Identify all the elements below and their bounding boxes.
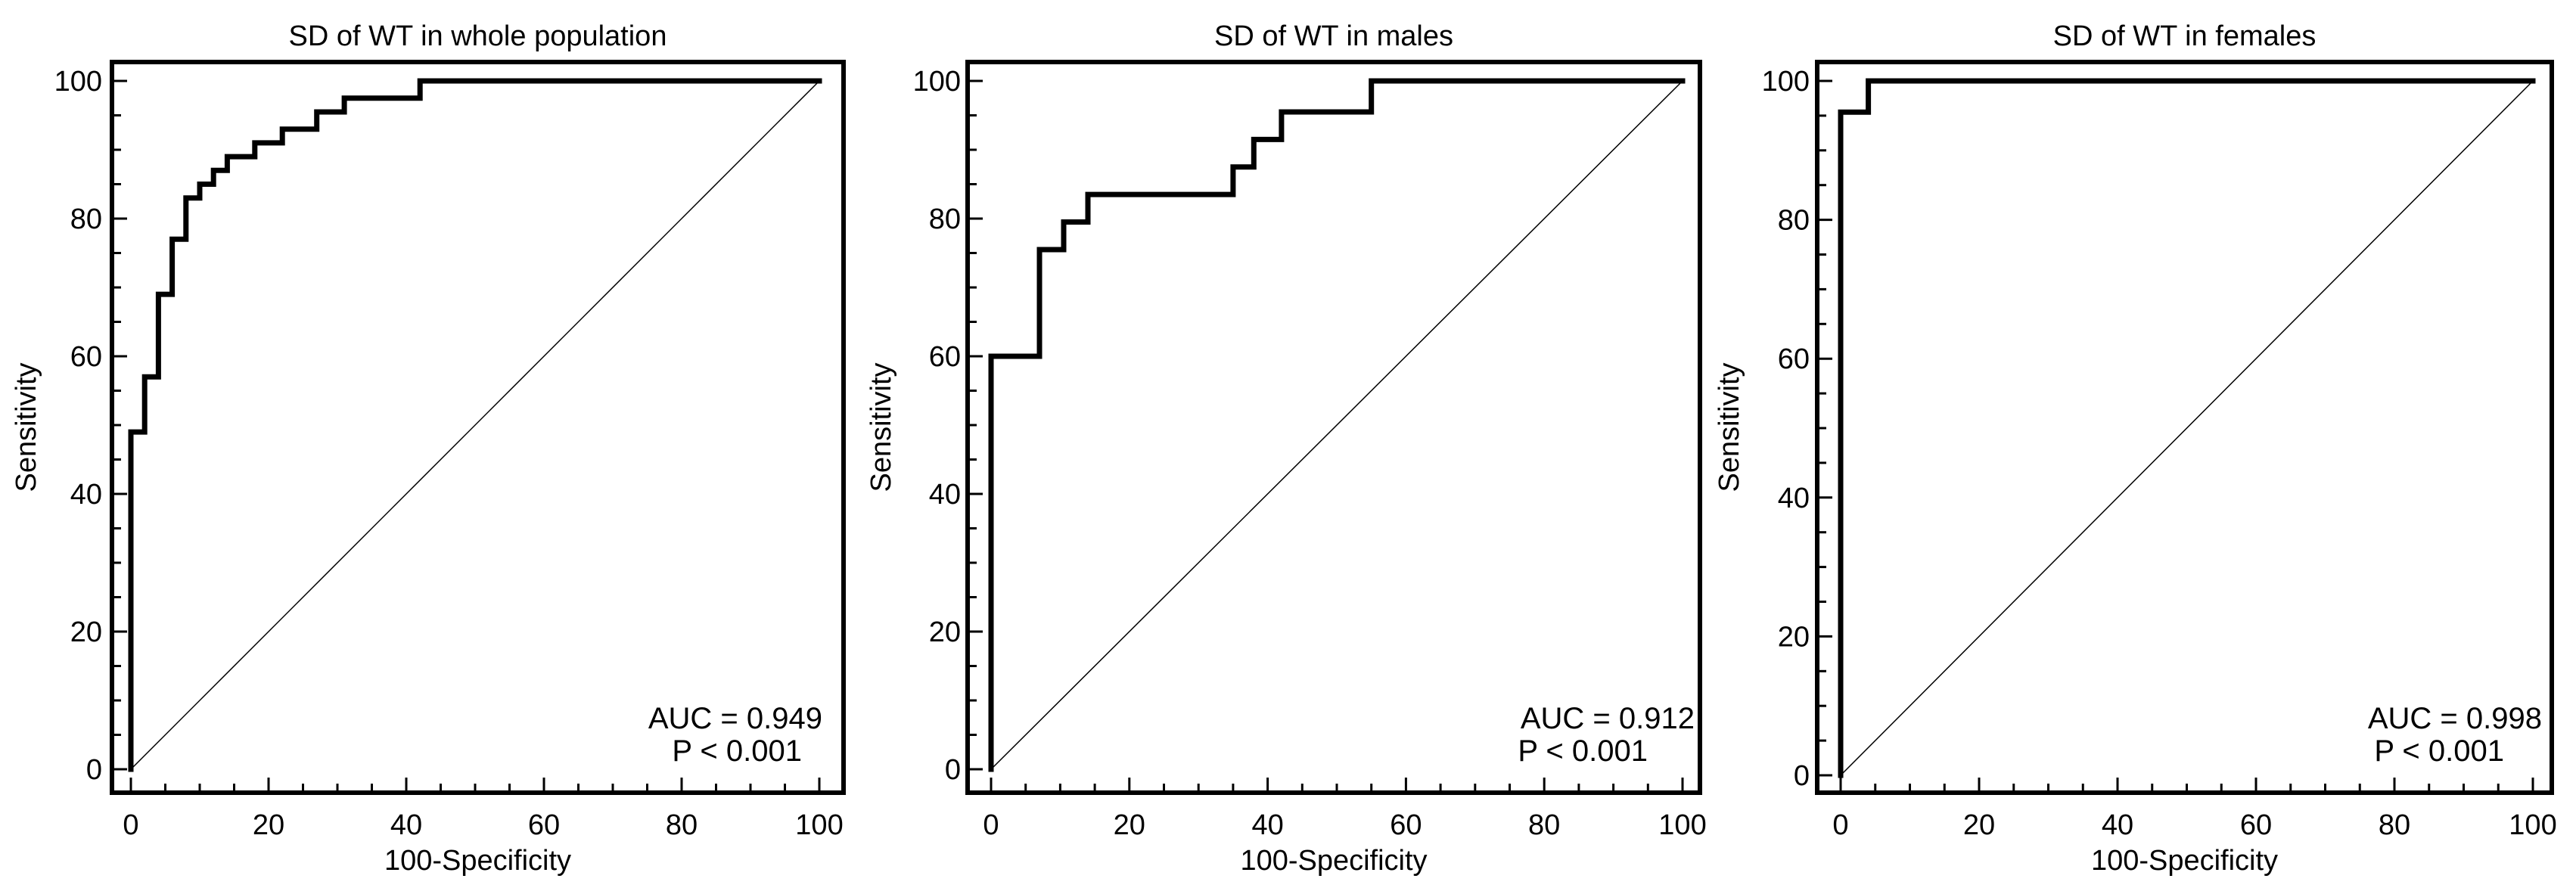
p-value-annotation: P < 0.001 xyxy=(2374,734,2504,768)
x-tick-label: 20 xyxy=(253,809,284,841)
y-tick-label: 20 xyxy=(1778,621,1810,653)
y-tick-label: 0 xyxy=(86,754,102,786)
y-tick-label: 20 xyxy=(70,616,102,648)
chart-title: SD of WT in females xyxy=(2053,20,2317,52)
y-tick-label: 40 xyxy=(929,479,961,511)
x-tick-label: 20 xyxy=(1963,809,1995,841)
x-tick-label: 100 xyxy=(2509,809,2556,841)
roc-curve-line xyxy=(1838,78,2536,778)
y-tick-label: 40 xyxy=(1778,483,1810,514)
x-axis-label: 100-Specificity xyxy=(1240,845,1427,877)
x-tick-label: 0 xyxy=(983,809,999,841)
panel-females: SD of WT in females Sensitivity 100-Specif… xyxy=(1714,20,2557,877)
y-tick-label: 20 xyxy=(929,616,961,648)
x-tick-label: 60 xyxy=(528,809,560,841)
auc-annotation: AUC = 0.998 xyxy=(2368,702,2542,735)
y-axis-label: Sensitivity xyxy=(1714,362,1745,492)
x-tick-label: 40 xyxy=(2102,809,2133,841)
y-tick-label: 60 xyxy=(70,341,102,373)
y-tick-label: 60 xyxy=(929,341,961,373)
plot-frame xyxy=(110,60,846,795)
roc-curve-line xyxy=(128,78,822,772)
x-tick-label: 80 xyxy=(666,809,698,841)
x-tick-label: 60 xyxy=(2240,809,2272,841)
p-value-annotation: P < 0.001 xyxy=(672,734,802,768)
y-tick-label: 80 xyxy=(929,203,961,235)
x-axis-label: 100-Specificity xyxy=(2091,845,2278,877)
y-tick-label: 40 xyxy=(70,479,102,511)
y-axis-label: Sensitivity xyxy=(865,362,897,492)
p-value-annotation: P < 0.001 xyxy=(1518,734,1648,768)
x-tick-label: 40 xyxy=(390,809,422,841)
y-tick-label: 100 xyxy=(913,66,961,98)
y-tick-label: 0 xyxy=(1794,760,1810,792)
y-tick-label: 100 xyxy=(1762,66,1810,98)
x-tick-label: 0 xyxy=(123,809,138,841)
auc-annotation: AUC = 0.912 xyxy=(1521,702,1695,735)
plot-frame xyxy=(965,60,1702,795)
roc-curve-line xyxy=(988,78,1686,772)
x-tick-label: 80 xyxy=(2379,809,2410,841)
chart-title: SD of WT in males xyxy=(1214,20,1453,52)
panel-males: SD of WT in males Sensitivity 100-Specific… xyxy=(865,20,1707,877)
x-tick-label: 0 xyxy=(1832,809,1848,841)
y-axis-label: Sensitivity xyxy=(11,362,42,492)
auc-annotation: AUC = 0.949 xyxy=(648,702,822,735)
panel-whole-population: SD of WT in whole population Sensitivity 1… xyxy=(11,20,846,877)
diagonal-reference-line xyxy=(990,79,1684,771)
y-tick-label: 60 xyxy=(1778,343,1810,375)
plot-frame xyxy=(1815,60,2554,795)
x-tick-label: 60 xyxy=(1390,809,1422,841)
x-tick-label: 20 xyxy=(1114,809,1145,841)
x-axis-label: 100-Specificity xyxy=(384,845,571,877)
diagonal-reference-line xyxy=(1839,79,2534,777)
x-tick-label: 100 xyxy=(795,809,843,841)
y-tick-label: 80 xyxy=(1778,205,1810,237)
y-tick-label: 100 xyxy=(54,66,102,98)
x-tick-label: 40 xyxy=(1251,809,1283,841)
chart-title: SD of WT in whole population xyxy=(289,20,667,52)
x-tick-label: 100 xyxy=(1658,809,1706,841)
y-tick-label: 80 xyxy=(70,203,102,235)
y-tick-label: 0 xyxy=(945,754,961,786)
x-tick-label: 80 xyxy=(1528,809,1560,841)
diagonal-reference-line xyxy=(129,79,821,771)
